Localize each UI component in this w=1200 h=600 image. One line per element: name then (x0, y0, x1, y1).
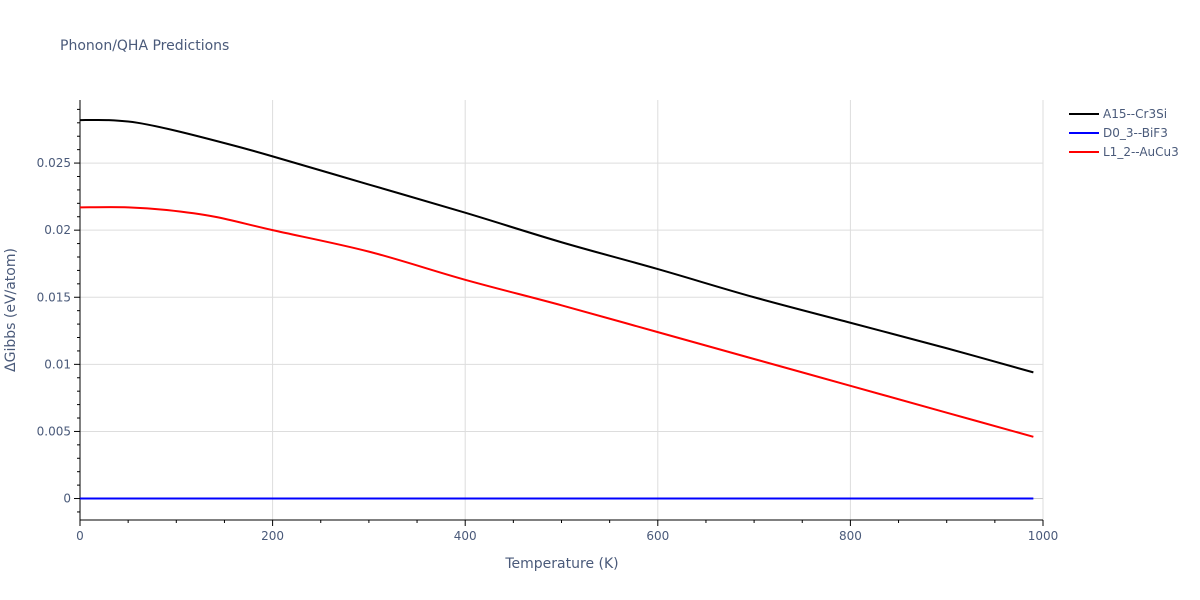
x-tick-label: 400 (454, 529, 477, 543)
legend-item-2[interactable]: L1_2--AuCu3 (1069, 145, 1179, 159)
x-axis-label: Temperature (K) (504, 556, 618, 572)
legend-label: L1_2--AuCu3 (1103, 145, 1179, 159)
y-tick-label: 0.01 (44, 357, 71, 371)
y-tick-label: 0 (63, 492, 71, 506)
chart-title: Phonon/QHA Predictions (60, 38, 229, 54)
x-tick-label: 600 (646, 529, 669, 543)
y-tick-label: 0.02 (44, 223, 71, 237)
y-tick-label: 0.015 (37, 290, 71, 304)
x-tick-label: 800 (839, 529, 862, 543)
series-line-0 (79, 118, 1034, 374)
y-tick-label: 0.005 (37, 424, 71, 438)
y-tick-label: 0.025 (37, 156, 71, 170)
plot-lines (79, 118, 1034, 500)
series-line-2 (79, 206, 1034, 438)
x-tick-label: 1000 (1028, 529, 1059, 543)
legend-item-0[interactable]: A15--Cr3Si (1069, 107, 1167, 121)
legend-item-1[interactable]: D0_3--BiF3 (1069, 126, 1168, 140)
legend-label: D0_3--BiF3 (1103, 126, 1168, 140)
y-axis-label: ΔGibbs (eV/atom) (3, 248, 19, 372)
tick-labels: 0 200 400 600 800 1000 0 0.005 0.01 0.015 0.02 0.02… (37, 156, 1059, 543)
legend[interactable]: A15--Cr3Si D0_3--BiF3 L1_2--AuCu3 (1069, 107, 1179, 159)
x-tick-label: 0 (76, 529, 84, 543)
legend-label: A15--Cr3Si (1103, 107, 1167, 121)
x-tick-label: 200 (261, 529, 284, 543)
axes (74, 100, 1044, 526)
grid (80, 100, 1044, 520)
